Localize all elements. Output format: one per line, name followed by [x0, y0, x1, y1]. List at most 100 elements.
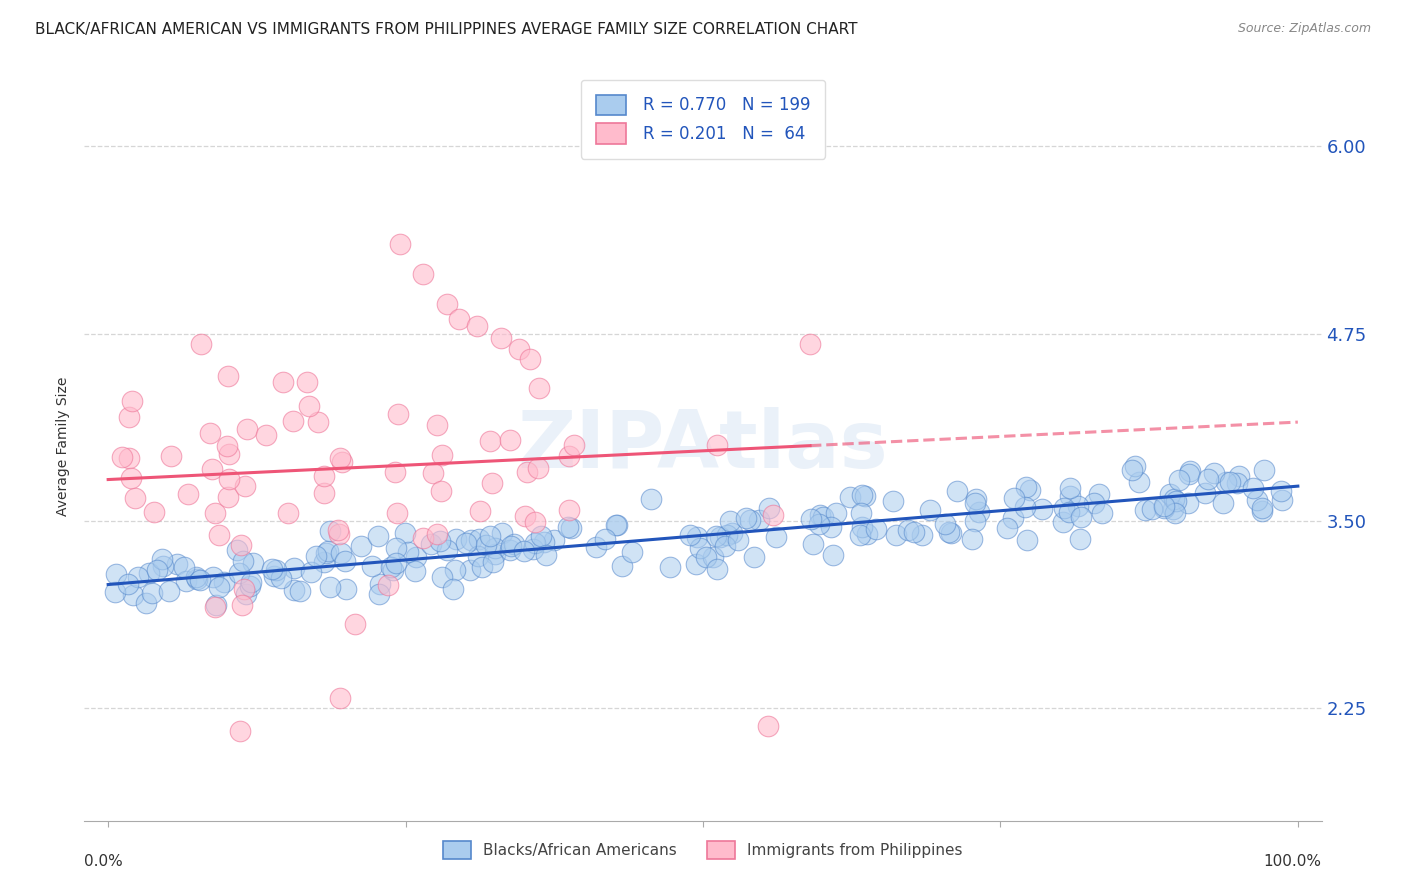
- Point: [1140, 502, 1163, 516]
- Point: [503, 537, 526, 551]
- Point: [838, 490, 860, 504]
- Point: [748, 513, 770, 527]
- Point: [316, 544, 339, 558]
- Point: [685, 557, 707, 571]
- Point: [640, 492, 662, 507]
- Point: [562, 438, 585, 452]
- Point: [762, 508, 785, 523]
- Point: [1083, 496, 1105, 510]
- Point: [801, 537, 824, 551]
- Point: [239, 574, 262, 589]
- Point: [333, 554, 356, 568]
- Point: [1227, 468, 1250, 483]
- Point: [513, 509, 536, 524]
- Point: [512, 544, 534, 558]
- Point: [412, 267, 434, 281]
- Point: [1128, 475, 1150, 489]
- Point: [1133, 502, 1156, 516]
- Point: [218, 472, 240, 486]
- Point: [484, 548, 506, 562]
- Point: [177, 487, 200, 501]
- Point: [934, 516, 956, 531]
- Point: [204, 599, 226, 614]
- Point: [481, 555, 503, 569]
- Point: [820, 520, 842, 534]
- Point: [1164, 493, 1187, 508]
- Point: [202, 570, 225, 584]
- Point: [679, 527, 702, 541]
- Point: [727, 533, 749, 547]
- Point: [198, 425, 221, 440]
- Point: [394, 525, 416, 540]
- Point: [458, 563, 481, 577]
- Point: [335, 582, 357, 596]
- Point: [456, 536, 478, 550]
- Point: [368, 586, 391, 600]
- Text: Source: ZipAtlas.com: Source: ZipAtlas.com: [1237, 22, 1371, 36]
- Point: [387, 407, 409, 421]
- Point: [283, 561, 305, 575]
- Point: [436, 296, 458, 310]
- Point: [350, 539, 373, 553]
- Point: [231, 599, 253, 613]
- Point: [380, 559, 402, 574]
- Point: [478, 529, 501, 543]
- Point: [1052, 516, 1074, 530]
- Point: [204, 506, 226, 520]
- Point: [214, 574, 236, 589]
- Point: [1194, 486, 1216, 500]
- Point: [174, 574, 197, 589]
- Point: [1204, 466, 1226, 480]
- Point: [620, 544, 643, 558]
- Point: [1253, 463, 1275, 477]
- Point: [467, 549, 489, 563]
- Point: [1177, 467, 1199, 482]
- Point: [314, 555, 336, 569]
- Point: [1153, 500, 1175, 515]
- Point: [173, 559, 195, 574]
- Point: [995, 521, 1018, 535]
- Point: [468, 504, 491, 518]
- Point: [304, 549, 326, 564]
- Point: [443, 563, 465, 577]
- Point: [208, 581, 231, 595]
- Text: BLACK/AFRICAN AMERICAN VS IMMIGRANTS FROM PHILIPPINES AVERAGE FAMILY SIZE CORREL: BLACK/AFRICAN AMERICAN VS IMMIGRANTS FRO…: [35, 22, 858, 37]
- Point: [1212, 496, 1234, 510]
- Point: [1250, 500, 1272, 515]
- Point: [658, 559, 681, 574]
- Point: [404, 565, 426, 579]
- Point: [543, 533, 565, 548]
- Point: [288, 583, 311, 598]
- Point: [1161, 502, 1184, 516]
- Point: [1164, 506, 1187, 520]
- Point: [430, 448, 453, 462]
- Point: [849, 527, 872, 541]
- Point: [412, 531, 434, 545]
- Point: [299, 565, 322, 579]
- Point: [501, 539, 523, 553]
- Point: [1002, 511, 1025, 525]
- Point: [314, 485, 336, 500]
- Point: [127, 570, 149, 584]
- Point: [1251, 503, 1274, 517]
- Point: [475, 538, 498, 552]
- Point: [758, 500, 780, 515]
- Point: [963, 495, 986, 509]
- Point: [1053, 500, 1076, 515]
- Point: [242, 556, 264, 570]
- Point: [1270, 484, 1292, 499]
- Point: [714, 539, 737, 553]
- Point: [283, 414, 305, 428]
- Point: [330, 546, 353, 560]
- Point: [385, 541, 408, 555]
- Text: 0.0%: 0.0%: [84, 855, 124, 870]
- Point: [111, 450, 134, 465]
- Point: [429, 533, 451, 548]
- Point: [1002, 491, 1025, 505]
- Point: [384, 465, 406, 479]
- Point: [405, 550, 427, 565]
- Point: [557, 520, 579, 534]
- Point: [484, 541, 506, 555]
- Point: [558, 503, 581, 517]
- Point: [865, 522, 887, 536]
